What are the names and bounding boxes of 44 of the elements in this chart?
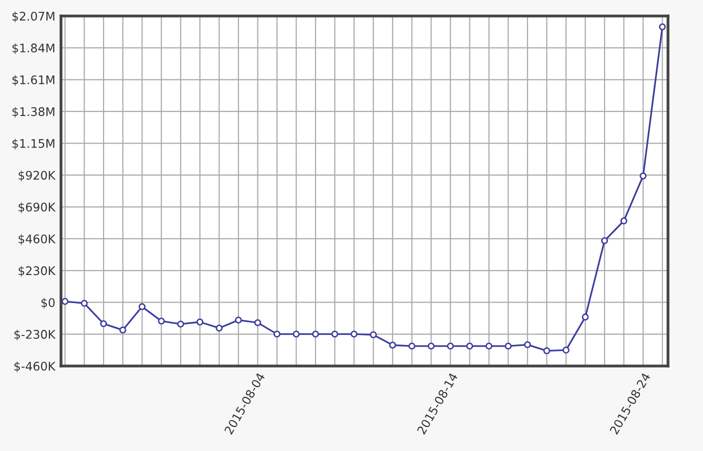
y-tick-label: $-230K	[14, 330, 56, 340]
point	[100, 320, 108, 328]
point	[292, 330, 300, 338]
point	[485, 342, 492, 350]
y-tick-label: $920K	[18, 170, 56, 182]
y-tick-label: $460K	[18, 234, 56, 245]
point	[562, 346, 570, 354]
y-tick-label: $1.61M	[12, 75, 54, 86]
point	[524, 341, 531, 348]
point	[640, 172, 647, 180]
point	[582, 314, 589, 320]
point	[658, 23, 666, 30]
y-tick-label: $0	[41, 298, 55, 309]
point	[350, 330, 358, 338]
y-tick-label: $1.38M	[12, 106, 54, 118]
point	[254, 319, 262, 326]
point	[158, 318, 165, 325]
point	[312, 330, 319, 338]
point	[543, 347, 550, 354]
point	[504, 342, 512, 350]
point	[620, 217, 628, 224]
point	[138, 303, 146, 310]
point	[428, 342, 435, 350]
y-tick-label: $690K	[18, 202, 56, 214]
point	[80, 300, 88, 307]
y-tick-label: $230K	[18, 266, 56, 277]
y-tick-label: $2.07M	[12, 12, 54, 22]
point	[408, 342, 416, 350]
y-tick-label: $-460K	[14, 362, 56, 372]
point	[196, 318, 204, 326]
point	[177, 320, 184, 328]
point	[331, 330, 338, 338]
point	[216, 324, 223, 332]
y-tick-label: $1.84M	[12, 43, 54, 54]
point	[234, 316, 242, 324]
point	[601, 237, 608, 244]
y-tick-label: $1.15M	[12, 138, 54, 150]
point	[119, 326, 126, 334]
point	[370, 331, 377, 338]
point	[446, 342, 454, 350]
point	[389, 342, 396, 349]
point	[274, 330, 280, 338]
point	[62, 298, 68, 305]
point	[466, 342, 474, 350]
